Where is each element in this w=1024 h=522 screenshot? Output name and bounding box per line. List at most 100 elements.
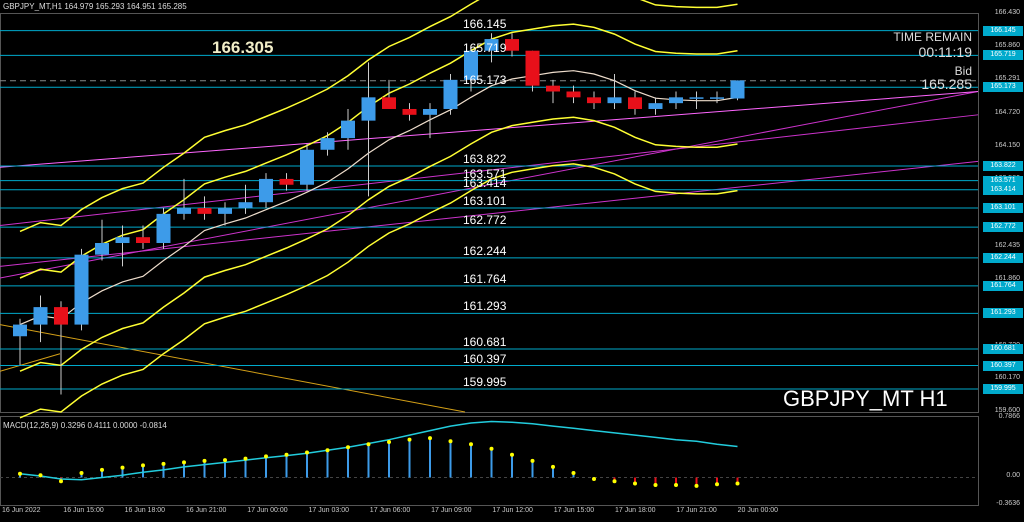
level-price-tag: 161.764 [983,280,1023,291]
level-price-tag: 165.719 [983,50,1023,61]
price-tick: 164.720 [994,108,1020,116]
candle-body [689,97,704,99]
bid-value: 165.285 [921,76,972,92]
macd-signal-dot [407,437,412,442]
candle-body [587,97,601,104]
time-tick: 17 Jun 12:00 [492,507,533,514]
time-remain-value: 00:11:19 [918,44,972,60]
macd-signal-dot [489,446,494,451]
macd-signal-dot [325,448,330,453]
macd-signal-dot [161,461,166,466]
macd-signal-dot [448,439,453,444]
level-label: 159.995 [463,374,507,389]
price-tick: 159.600 [994,407,1020,414]
level-label: 165.173 [463,73,507,88]
bollinger-lower-outer [19,163,738,419]
level-label: 163.101 [463,193,507,208]
level-price-tag: 159.995 [983,383,1023,394]
time-tick: 17 Jun 21:00 [676,507,717,514]
bid-label: Bid [954,64,972,78]
macd-line [19,420,738,481]
candle-body [443,79,458,109]
macd-title: MACD(12,26,9) 0.3296 0.4111 0.0000 -0.08… [3,421,167,430]
candle-body [566,91,581,98]
candle-body [525,50,540,86]
macd-tick: 0.00 [1006,472,1020,480]
candle-body [710,97,724,99]
macd-signal-dot [141,463,145,468]
time-tick: 16 Jun 15:00 [63,507,104,514]
candle-body [300,149,314,185]
macd-tick: -0.3636 [996,500,1020,507]
chart-title: GBPJPY_MT,H1 164.979 165.293 164.951 165… [3,2,187,11]
macd-signal-dot [79,470,84,475]
time-tick: 17 Jun 15:00 [553,507,595,514]
level-label: 161.293 [463,299,507,314]
macd-signal-dot [366,442,371,447]
level-price-tag: 160.681 [983,344,1023,354]
candle-body [238,202,253,209]
price-tick: 165.291 [994,75,1020,83]
macd-signal-dot [428,436,432,441]
macd-signal-dot [100,467,104,472]
level-price-tag: 160.397 [983,360,1023,371]
level-price-tag: 165.173 [983,82,1023,93]
time-tick: 17 Jun 09:00 [431,507,472,514]
macd-signal-dot [182,460,186,465]
time-tick: 20 Jun 00:00 [737,507,779,514]
candle-body [54,307,68,325]
candle-body [115,237,130,244]
macd-signal-dot [305,450,309,455]
price-tick: 166.430 [994,9,1020,16]
macd-signal-dot [715,482,719,487]
time-tick: 17 Jun 00:00 [247,507,288,514]
macd-signal-dot [202,458,207,463]
candle-body [13,324,27,337]
macd-signal-dot [633,481,637,486]
candle-body [423,108,437,115]
price-tick: 164.150 [994,141,1020,149]
time-tick: 17 Jun 03:00 [308,507,349,514]
bollinger-lower-inner [19,116,738,372]
macd-signal-dot [59,479,63,484]
macd-signal-dot [284,452,289,457]
candle-body [341,120,355,139]
level-label: 160.681 [463,335,507,349]
candle-body [279,178,294,185]
candle-body [320,138,335,150]
level-price-tag: 162.244 [983,252,1023,263]
macd-signal-dot [530,458,535,463]
level-label: 160.397 [463,351,507,366]
candle-body [464,50,478,80]
macd-signal-dot [346,445,350,450]
candle-body [628,97,642,109]
level-price-tag: 162.772 [983,222,1023,233]
candle-body [361,97,376,121]
macd-signal-dot [653,483,658,488]
level-label: 162.244 [463,243,507,258]
macd-signal-dot [223,458,227,463]
moving-average [19,70,738,326]
bollinger-upper-outer [19,0,738,233]
level-label: 166.145 [463,16,507,31]
price-tick: 165.860 [994,42,1020,50]
candle-body [505,39,519,51]
candle-body [218,208,232,214]
macd-signal-dot [592,477,596,482]
macd-signal-dot [387,439,391,444]
level-label: 165.719 [463,41,507,56]
candle-body [607,97,622,104]
candle-body [177,208,191,214]
macd-signal-dot [18,471,22,476]
level-price-tag: 163.822 [983,160,1023,171]
candle-body [95,243,109,255]
price-pane-frame [0,13,979,413]
candle-body [402,108,417,115]
macd-signal-dot [510,452,514,457]
candle-body [74,254,89,325]
macd-signal-dot [243,456,248,461]
bollinger-upper-inner [19,23,738,279]
candle-body [33,307,48,325]
price-axis[interactable]: 166.430 165.860 165.291 164.720 164.150 163.5… [980,0,1024,522]
